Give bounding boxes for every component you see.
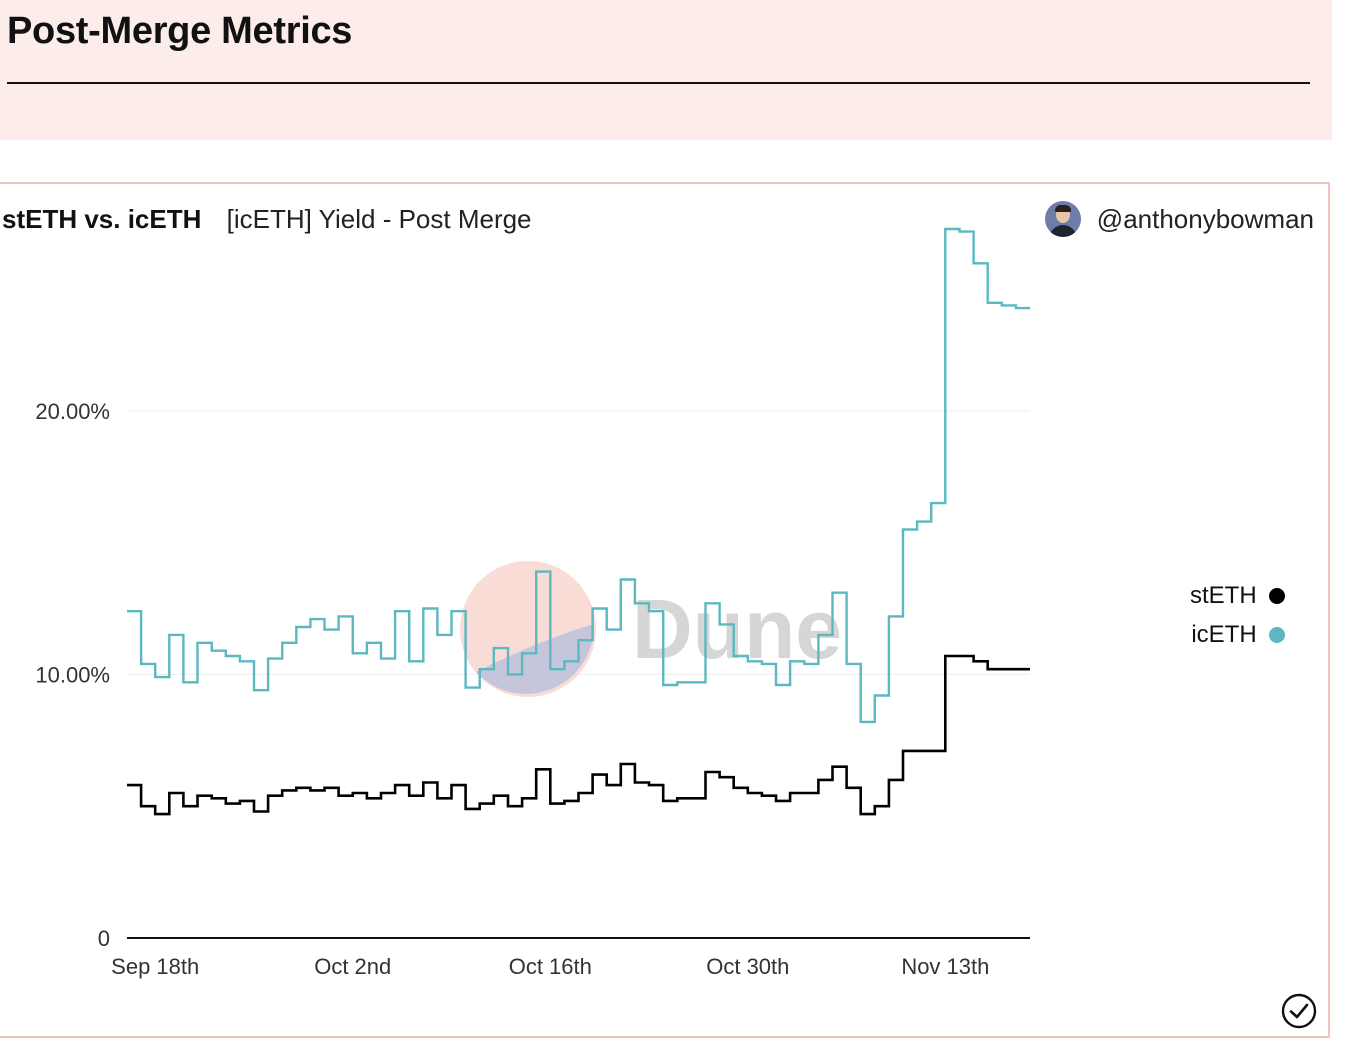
author-name[interactable]: @anthonybowman bbox=[1096, 203, 1314, 234]
legend-label-steth: stETH bbox=[1190, 581, 1257, 609]
check-circle-icon[interactable] bbox=[1280, 992, 1318, 1030]
header-divider bbox=[7, 82, 1310, 84]
avatar-hair bbox=[1054, 205, 1071, 212]
x-tick-label: Oct 16th bbox=[509, 954, 592, 979]
avatar[interactable] bbox=[1044, 201, 1081, 237]
page-title: Post-Merge Metrics bbox=[7, 10, 353, 52]
watermark-text: Dune bbox=[632, 582, 842, 676]
legend-item-steth[interactable]: stETH bbox=[1190, 576, 1285, 615]
x-tick-label: Nov 13th bbox=[901, 954, 989, 979]
avatar-body bbox=[1048, 225, 1077, 237]
x-tick-label: Oct 2nd bbox=[314, 954, 391, 979]
chart-legend: stETH icETH bbox=[1190, 576, 1285, 654]
legend-label-iceth: icETH bbox=[1191, 620, 1257, 648]
x-tick-label: Oct 30th bbox=[706, 954, 789, 979]
x-tick-label: Sep 18th bbox=[111, 954, 199, 979]
series-line-iceth[interactable] bbox=[127, 227, 1030, 724]
legend-dot-steth bbox=[1268, 587, 1285, 604]
x-axis: Sep 18th Oct 2nd Oct 16th Oct 30th Nov 13th bbox=[111, 937, 1030, 979]
author-link[interactable]: @anthonybowman bbox=[1044, 201, 1314, 237]
query-name[interactable]: stETH vs. icETH bbox=[2, 204, 202, 234]
dashboard-header: Post-Merge Metrics bbox=[0, 0, 1332, 140]
visualization-name: [icETH] Yield - Post Merge bbox=[226, 204, 532, 234]
legend-dot-iceth bbox=[1268, 626, 1285, 643]
legend-item-iceth[interactable]: icETH bbox=[1190, 615, 1285, 654]
y-tick-label: 10.00% bbox=[35, 662, 110, 687]
y-axis: 0 10.00% 20.00% bbox=[35, 399, 110, 951]
series-line-steth[interactable] bbox=[127, 654, 1030, 816]
series-lines bbox=[127, 227, 1030, 816]
card-title[interactable]: stETH vs. icETH [icETH] Yield - Post Mer… bbox=[2, 204, 532, 235]
dune-watermark: Dune bbox=[460, 561, 842, 697]
y-tick-label: 0 bbox=[98, 926, 110, 951]
chart-card: stETH vs. icETH [icETH] Yield - Post Mer… bbox=[0, 182, 1330, 1038]
y-tick-label: 20.00% bbox=[35, 399, 110, 424]
watermark-circle-shade bbox=[476, 624, 595, 694]
